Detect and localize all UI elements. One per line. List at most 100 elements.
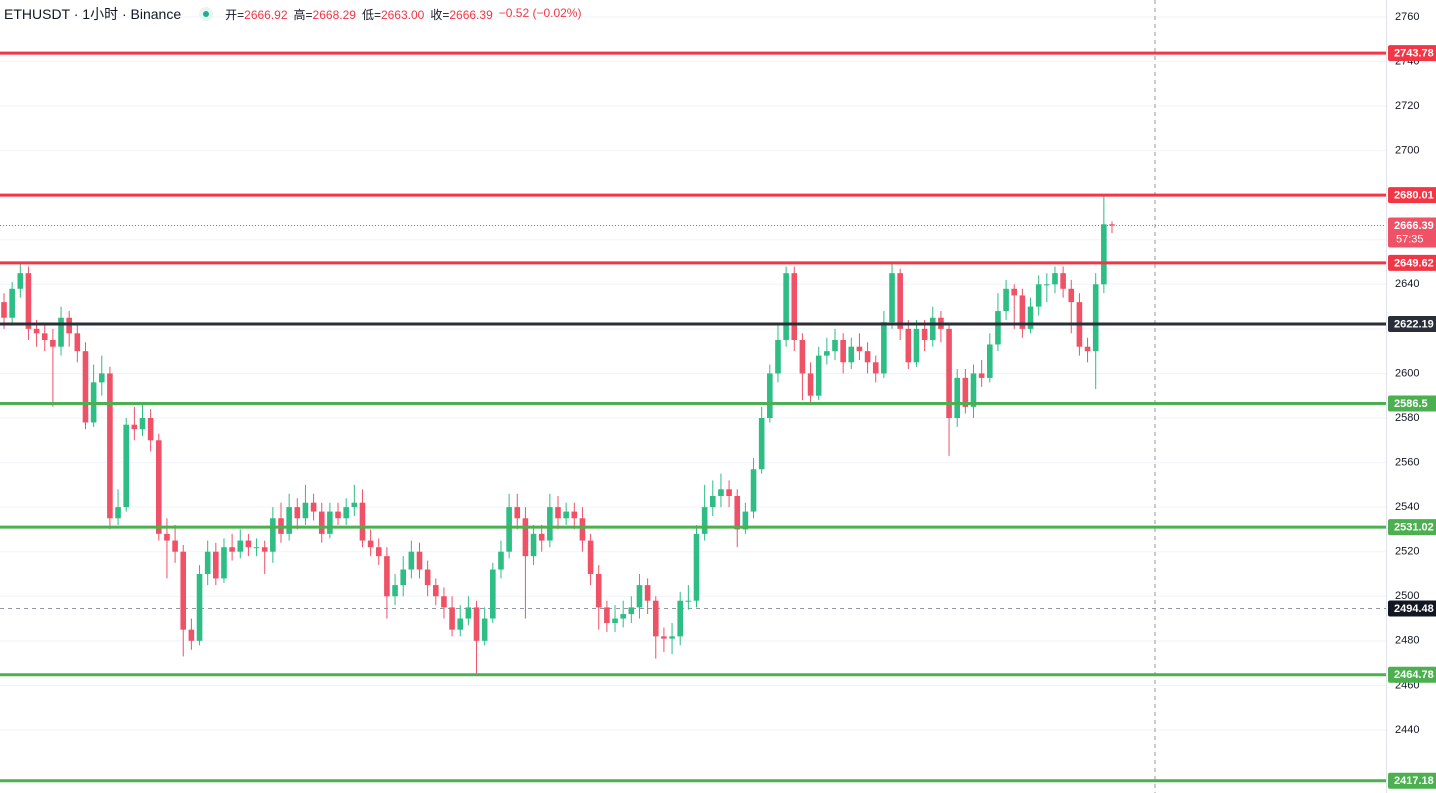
- status-icon[interactable]: [199, 7, 214, 21]
- level-label: 2531.02: [1394, 522, 1434, 534]
- last-price-box: [1388, 217, 1436, 248]
- candle-body: [832, 340, 838, 352]
- candle-body: [41, 333, 48, 341]
- y-tick-label: 2520: [1395, 546, 1419, 558]
- candle-body: [734, 495, 741, 530]
- y-tick-label: 2760: [1395, 11, 1419, 23]
- legend-key: 开=: [225, 7, 245, 22]
- candle-body: [929, 317, 936, 341]
- level-label-box: [1388, 315, 1436, 332]
- candle-body: [815, 355, 822, 396]
- candle-body: [155, 440, 162, 534]
- candle-body: [856, 346, 863, 352]
- candle-body: [620, 614, 626, 619]
- candle-body: [50, 340, 56, 347]
- candle-body: [457, 618, 464, 630]
- ohlc-legend: 开=2666.92 高=2668.29 低=2663.00 收=2666.39 −0.5…: [225, 6, 581, 23]
- y-tick-label: 2700: [1395, 145, 1419, 157]
- candle-body: [392, 585, 398, 597]
- candle-body: [164, 533, 170, 541]
- candle-body: [571, 511, 578, 519]
- candle-body: [221, 547, 227, 579]
- candle-body: [718, 489, 724, 496]
- candle-body: [1101, 224, 1107, 285]
- candle-body: [131, 424, 138, 430]
- candle-body: [1027, 306, 1034, 329]
- candle-body: [327, 511, 333, 534]
- candle-body: [286, 507, 292, 534]
- candle-body: [33, 328, 40, 334]
- candle-body: [367, 540, 374, 548]
- candle-body: [563, 511, 569, 519]
- candle-body: [1052, 273, 1058, 285]
- legend-change: −0.52 (−0.02%): [498, 5, 582, 20]
- candle-body: [310, 502, 317, 512]
- level-label: 2464.78: [1394, 669, 1434, 681]
- candle-body: [742, 511, 749, 530]
- header: ETHUSDT · 1小时 · Binance 开=2666.92 高=2668.…: [4, 4, 581, 24]
- legend-item: 低=2663.00: [362, 6, 424, 23]
- candle-body: [522, 518, 529, 557]
- candle-body: [432, 585, 439, 597]
- level-label-box: [1388, 187, 1436, 204]
- candle-body: [685, 600, 692, 602]
- candle-body: [970, 373, 977, 407]
- candle-body: [196, 573, 203, 641]
- level-label-box: [1388, 45, 1436, 62]
- level-label: 2586.5: [1394, 398, 1428, 410]
- candle-body: [506, 507, 512, 552]
- candle-body: [115, 507, 121, 519]
- candle-body: [726, 489, 732, 496]
- candle-body: [612, 618, 618, 623]
- candle-body: [1068, 288, 1075, 303]
- candle-body: [962, 377, 969, 407]
- legend-value: 2668.29: [312, 7, 356, 22]
- candle-body: [294, 507, 301, 519]
- chart-title: ETHUSDT · 1小时 · Binance: [4, 6, 182, 22]
- candle-body: [400, 569, 407, 586]
- candle-body: [921, 328, 928, 341]
- y-tick-label: 2500: [1395, 590, 1419, 602]
- candle-body: [913, 328, 920, 363]
- candle-body: [172, 540, 178, 552]
- candle-body: [1003, 288, 1009, 312]
- level-label: 2417.18: [1394, 775, 1434, 787]
- candle-body: [547, 507, 553, 541]
- candle-body: [449, 607, 455, 630]
- candle-body: [775, 340, 781, 374]
- candle-body: [946, 328, 952, 419]
- candle-body: [204, 551, 211, 574]
- legend-item: 收=2666.39: [430, 6, 492, 23]
- candle-body: [824, 351, 830, 356]
- candle-body: [530, 533, 537, 557]
- candle-body: [978, 373, 985, 378]
- crosshair-label: 2494.48: [1394, 603, 1434, 615]
- y-tick-label: 2580: [1395, 412, 1419, 424]
- level-label-box: [1388, 772, 1436, 789]
- candle-body: [1, 302, 7, 318]
- candle-body: [25, 273, 32, 329]
- candle-body: [473, 607, 480, 641]
- candle-body: [587, 540, 594, 574]
- candle-body: [709, 495, 716, 508]
- candle-body: [514, 507, 521, 519]
- legend-value: 2666.92: [244, 7, 288, 22]
- candle-body: [253, 547, 260, 549]
- candle-body: [1092, 284, 1099, 352]
- legend-value: 2663.00: [380, 7, 425, 22]
- candle-body: [644, 585, 651, 601]
- candle-body: [318, 511, 325, 534]
- candle-body: [995, 311, 1001, 345]
- candle-body: [237, 540, 244, 552]
- level-label-box: [1388, 395, 1436, 412]
- legend-key: 低=: [361, 7, 381, 22]
- level-label: 2680.01: [1394, 190, 1434, 202]
- candle-body: [954, 377, 961, 419]
- candle-body: [416, 551, 423, 570]
- candle-body: [1035, 284, 1042, 307]
- candle-body: [465, 607, 472, 619]
- candle-body: [1084, 346, 1091, 352]
- y-tick-label: 2560: [1395, 456, 1419, 468]
